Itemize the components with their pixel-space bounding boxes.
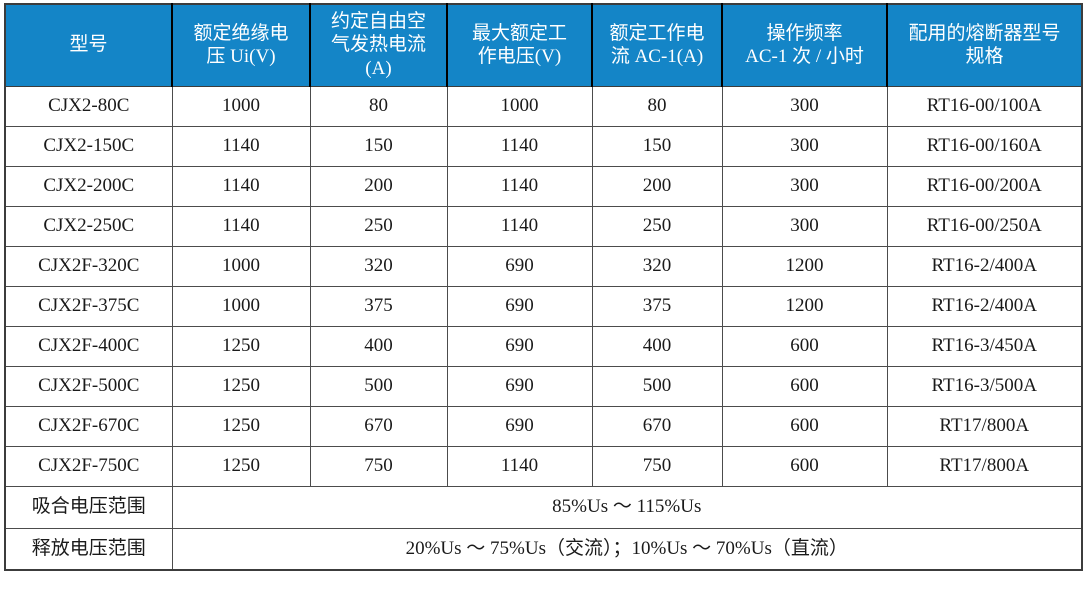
table-row: CJX2F-750C 1250 750 1140 750 600 RT17/800A bbox=[4, 445, 1083, 487]
value-cell: 200 bbox=[591, 165, 723, 207]
value-cell: 500 bbox=[309, 365, 448, 407]
value-cell: 300 bbox=[721, 85, 888, 127]
column-header-3: 约定自由空 气发热电流 (A) bbox=[309, 3, 448, 87]
value-cell: 670 bbox=[309, 405, 448, 447]
model-cell: CJX2-150C bbox=[4, 125, 173, 167]
value-cell: 150 bbox=[309, 125, 448, 167]
value-cell: 1140 bbox=[171, 165, 311, 207]
value-cell: RT16-2/400A bbox=[886, 285, 1083, 327]
table-row: CJX2F-400C 1250 400 690 400 600 RT16-3/450A bbox=[4, 325, 1083, 367]
value-cell: RT16-3/500A bbox=[886, 365, 1083, 407]
value-cell: 1140 bbox=[446, 125, 593, 167]
value-cell: 400 bbox=[591, 325, 723, 367]
value-cell: RT16-2/400A bbox=[886, 245, 1083, 287]
value-cell: 320 bbox=[309, 245, 448, 287]
column-header-2: 额定绝缘电 压 Ui(V) bbox=[171, 3, 311, 87]
value-cell: 750 bbox=[591, 445, 723, 487]
value-cell: 1250 bbox=[171, 365, 311, 407]
table-row: CJX2F-320C 1000 320 690 320 1200 RT16-2/400A bbox=[4, 245, 1083, 287]
value-cell: 400 bbox=[309, 325, 448, 367]
value-cell: 320 bbox=[591, 245, 723, 287]
value-cell: 1140 bbox=[446, 205, 593, 247]
value-cell: 1140 bbox=[446, 165, 593, 207]
footer-value: 20%Us ～ 75%Us（交流）；10%Us ～ 70%Us（直流） bbox=[171, 527, 1083, 571]
value-cell: 690 bbox=[446, 285, 593, 327]
table-row: CJX2F-500C 1250 500 690 500 600 RT16-3/500A bbox=[4, 365, 1083, 407]
spec-table-container: 型号 额定绝缘电 压 Ui(V) 约定自由空 气发热电流 (A) 最大额定工 作电压(… bbox=[4, 3, 1083, 571]
value-cell: 1140 bbox=[171, 125, 311, 167]
column-header-1: 型号 bbox=[4, 3, 173, 87]
value-cell: 1140 bbox=[446, 445, 593, 487]
value-cell: 600 bbox=[721, 365, 888, 407]
model-cell: CJX2F-670C bbox=[4, 405, 173, 447]
value-cell: RT16-00/250A bbox=[886, 205, 1083, 247]
model-cell: CJX2-80C bbox=[4, 85, 173, 127]
footer-row: 释放电压范围 20%Us ～ 75%Us（交流）；10%Us ～ 70%Us（直流… bbox=[4, 527, 1083, 571]
model-cell: CJX2-250C bbox=[4, 205, 173, 247]
value-cell: 600 bbox=[721, 445, 888, 487]
column-header-4: 最大额定工 作电压(V) bbox=[446, 3, 593, 87]
value-cell: 690 bbox=[446, 325, 593, 367]
value-cell: 375 bbox=[591, 285, 723, 327]
value-cell: 375 bbox=[309, 285, 448, 327]
value-cell: RT16-00/200A bbox=[886, 165, 1083, 207]
value-cell: 250 bbox=[591, 205, 723, 247]
value-cell: RT16-3/450A bbox=[886, 325, 1083, 367]
value-cell: 600 bbox=[721, 405, 888, 447]
model-cell: CJX2-200C bbox=[4, 165, 173, 207]
table-row: CJX2-80C 1000 80 1000 80 300 RT16-00/100A bbox=[4, 85, 1083, 127]
table-row: CJX2F-375C 1000 375 690 375 1200 RT16-2/400A bbox=[4, 285, 1083, 327]
table-row: CJX2-250C 1140 250 1140 250 300 RT16-00/250A bbox=[4, 205, 1083, 247]
value-cell: RT17/800A bbox=[886, 445, 1083, 487]
value-cell: 670 bbox=[591, 405, 723, 447]
value-cell: 1250 bbox=[171, 405, 311, 447]
value-cell: RT16-00/160A bbox=[886, 125, 1083, 167]
table-row: CJX2-200C 1140 200 1140 200 300 RT16-00/200A bbox=[4, 165, 1083, 207]
header-row: 型号 额定绝缘电 压 Ui(V) 约定自由空 气发热电流 (A) 最大额定工 作电压(… bbox=[4, 3, 1083, 87]
model-cell: CJX2F-320C bbox=[4, 245, 173, 287]
contactor-spec-table: 型号 额定绝缘电 压 Ui(V) 约定自由空 气发热电流 (A) 最大额定工 作电压(… bbox=[4, 3, 1083, 571]
table-row: CJX2F-670C 1250 670 690 670 600 RT17/800A bbox=[4, 405, 1083, 447]
model-cell: CJX2F-750C bbox=[4, 445, 173, 487]
value-cell: RT16-00/100A bbox=[886, 85, 1083, 127]
value-cell: 250 bbox=[309, 205, 448, 247]
value-cell: 500 bbox=[591, 365, 723, 407]
model-cell: CJX2F-400C bbox=[4, 325, 173, 367]
column-header-5: 额定工作电 流 AC-1(A) bbox=[591, 3, 723, 87]
value-cell: 690 bbox=[446, 245, 593, 287]
value-cell: 80 bbox=[309, 85, 448, 127]
model-cell: CJX2F-375C bbox=[4, 285, 173, 327]
value-cell: 150 bbox=[591, 125, 723, 167]
value-cell: 1000 bbox=[171, 85, 311, 127]
value-cell: 300 bbox=[721, 125, 888, 167]
footer-label: 吸合电压范围 bbox=[4, 485, 173, 529]
column-header-6: 操作频率 AC-1 次 / 小时 bbox=[721, 3, 888, 87]
value-cell: 1000 bbox=[171, 245, 311, 287]
table-body: CJX2-80C 1000 80 1000 80 300 RT16-00/100A CJX2-… bbox=[4, 85, 1083, 571]
column-header-7: 配用的熔断器型号 规格 bbox=[886, 3, 1083, 87]
value-cell: RT17/800A bbox=[886, 405, 1083, 447]
footer-value: 85%Us ～ 115%Us bbox=[171, 485, 1083, 529]
value-cell: 690 bbox=[446, 405, 593, 447]
value-cell: 1000 bbox=[446, 85, 593, 127]
value-cell: 750 bbox=[309, 445, 448, 487]
value-cell: 1000 bbox=[171, 285, 311, 327]
table-header: 型号 额定绝缘电 压 Ui(V) 约定自由空 气发热电流 (A) 最大额定工 作电压(… bbox=[4, 3, 1083, 87]
value-cell: 1250 bbox=[171, 445, 311, 487]
value-cell: 1200 bbox=[721, 285, 888, 327]
value-cell: 1250 bbox=[171, 325, 311, 367]
value-cell: 300 bbox=[721, 165, 888, 207]
table-row: CJX2-150C 1140 150 1140 150 300 RT16-00/160A bbox=[4, 125, 1083, 167]
value-cell: 690 bbox=[446, 365, 593, 407]
footer-row: 吸合电压范围 85%Us ～ 115%Us bbox=[4, 485, 1083, 529]
value-cell: 300 bbox=[721, 205, 888, 247]
value-cell: 1200 bbox=[721, 245, 888, 287]
value-cell: 600 bbox=[721, 325, 888, 367]
footer-label: 释放电压范围 bbox=[4, 527, 173, 571]
value-cell: 1140 bbox=[171, 205, 311, 247]
value-cell: 200 bbox=[309, 165, 448, 207]
value-cell: 80 bbox=[591, 85, 723, 127]
model-cell: CJX2F-500C bbox=[4, 365, 173, 407]
